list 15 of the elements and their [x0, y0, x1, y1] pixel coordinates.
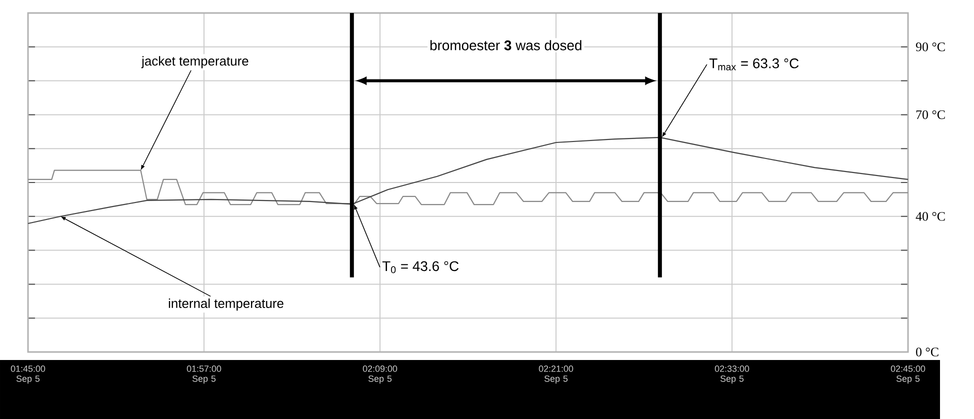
y-tick-label: 0 °C	[916, 348, 938, 356]
annotation: T$_{max}$ = 63.3 °C	[709, 58, 799, 70]
x-tick-label: 02:09:00 Sep 5	[362, 366, 398, 384]
text: jacket temperature	[141, 56, 248, 68]
y-tick-label: 40 °C	[916, 212, 945, 221]
text: internal temperature	[168, 298, 284, 311]
x-tick-label: 02:45:00 Sep 5	[890, 366, 926, 384]
annotation: bromoester 3 was dosed	[430, 40, 582, 50]
x-tick-label: 01:57:00 Sep 5	[186, 366, 222, 384]
x-tick-label: 02:21:00 Sep 5	[538, 366, 574, 384]
annotation: T$_{0}$ = 43.6 °C	[382, 261, 459, 274]
x-tick-label: 02:33:00 Sep 5	[714, 366, 750, 384]
y-tick-label: 70 °C	[916, 110, 945, 120]
y-tick-label: 90 °C	[916, 42, 945, 52]
x-tick-label: 01:45:00 Sep 5	[10, 366, 46, 384]
